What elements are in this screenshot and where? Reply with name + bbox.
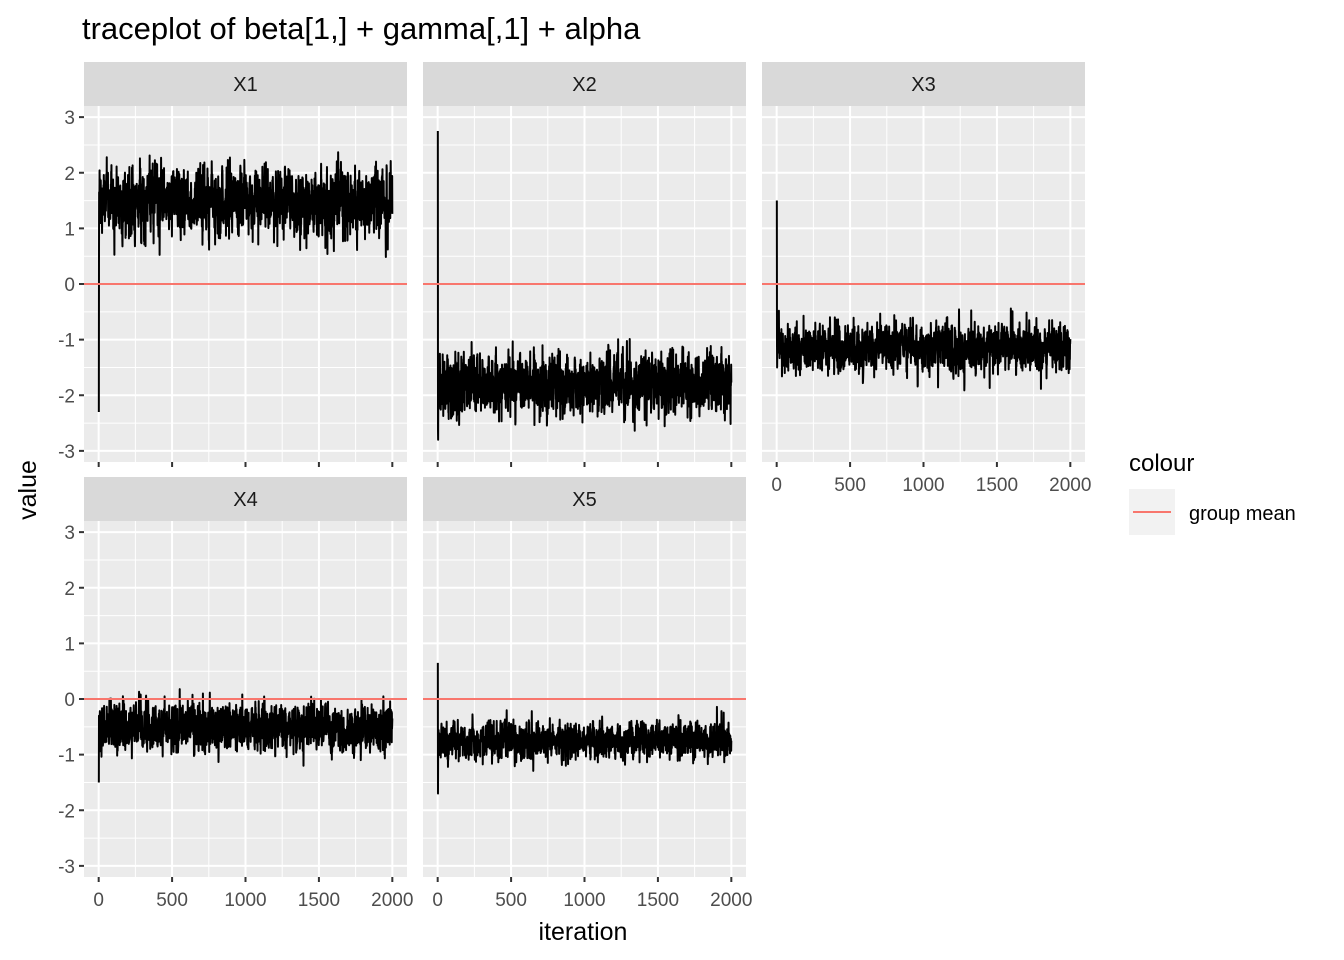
- facet-label: X4: [233, 489, 257, 511]
- legend-title: colour: [1129, 450, 1194, 477]
- y-tick-label: 0: [64, 275, 75, 296]
- trace-line: [775, 200, 1072, 392]
- x-tick-label: 1000: [563, 890, 605, 911]
- panel-x3: X3 0 500 1000 1500 2000: [762, 62, 1091, 496]
- trace-line: [97, 688, 394, 783]
- x-tick-label: 2000: [710, 890, 752, 911]
- facet-label: X2: [572, 74, 596, 96]
- x-tick-label: 1500: [976, 475, 1018, 496]
- x-tick-label: 2000: [1049, 475, 1091, 496]
- legend: colour group mean: [1129, 450, 1296, 535]
- y-tick-label: -1: [58, 331, 75, 352]
- y-tick-label: 3: [64, 108, 75, 129]
- chart-title: traceplot of beta[1,] + gamma[,1] + alph…: [82, 11, 641, 46]
- y-tick-label: -1: [58, 746, 75, 767]
- x-tick-label: 500: [834, 475, 866, 496]
- facet-strip: [762, 62, 1085, 106]
- y-tick-label: 2: [64, 579, 75, 600]
- panel-x1: X1 -3 -2 -1 0 1 2 3: [58, 62, 407, 467]
- x-tick-label: 500: [156, 890, 188, 911]
- x-tick-label: 0: [93, 890, 104, 911]
- panel-x5: X5 0 500 1000 1500 2000: [423, 477, 752, 911]
- y-tick-label: -2: [58, 386, 75, 407]
- y-tick-label: 1: [64, 219, 75, 240]
- trace-line: [97, 151, 394, 412]
- facet-label: X5: [572, 489, 596, 511]
- y-tick-label: -3: [58, 857, 75, 878]
- y-tick-label: 2: [64, 164, 75, 185]
- legend-label: group mean: [1189, 503, 1296, 525]
- facet-strip: [84, 62, 407, 106]
- x-tick-label: 1500: [298, 890, 340, 911]
- x-tick-label: 1000: [902, 475, 944, 496]
- facet-label: X3: [911, 74, 935, 96]
- x-tick-label: 2000: [371, 890, 413, 911]
- y-tick-label: 3: [64, 523, 75, 544]
- facet-strip: [84, 477, 407, 521]
- panel-x4: X4 -3 -2 -1 0 1 2 3 0 500 1000 1500 2000: [58, 477, 413, 911]
- y-tick-label: -3: [58, 442, 75, 463]
- trace-line: [436, 131, 733, 441]
- facet-strip: [423, 477, 746, 521]
- x-tick-label: 0: [771, 475, 782, 496]
- x-axis-title: iteration: [539, 918, 628, 946]
- y-tick-label: -2: [58, 801, 75, 822]
- x-tick-label: 0: [432, 890, 443, 911]
- facet-label: X1: [233, 74, 257, 96]
- trace-line: [436, 662, 733, 795]
- panel-x2: X2: [423, 62, 746, 467]
- x-tick-label: 1500: [637, 890, 679, 911]
- facet-strip: [423, 62, 746, 106]
- y-tick-label: 1: [64, 634, 75, 655]
- y-axis-title: value: [14, 460, 42, 520]
- y-tick-label: 0: [64, 690, 75, 711]
- x-tick-label: 500: [495, 890, 527, 911]
- x-tick-label: 1000: [224, 890, 266, 911]
